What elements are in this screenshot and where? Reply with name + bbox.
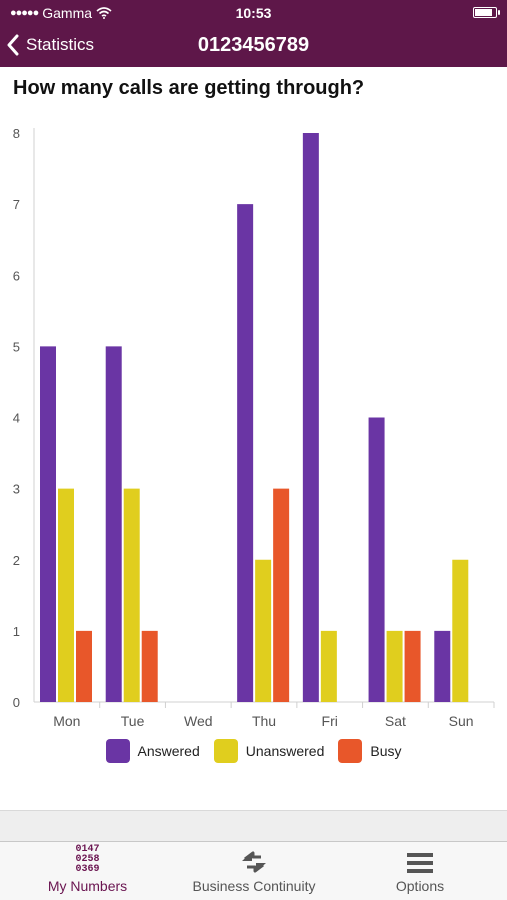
x-tick-label: Mon: [53, 713, 80, 729]
bar-busy-sat: [404, 630, 421, 702]
bar-answered-fri: [302, 133, 319, 702]
legend-swatch: [105, 739, 130, 763]
y-tick-label: 3: [13, 482, 20, 497]
bar-busy-thu: [273, 488, 290, 702]
bar-answered-thu: [237, 204, 254, 702]
tab-my-numbers[interactable]: 0147 0258 0369 My Numbers: [0, 842, 175, 900]
legend-item-unanswered[interactable]: Unanswered: [213, 739, 325, 763]
carrier-name: Gamma: [42, 5, 93, 21]
bar-answered-mon: [40, 346, 56, 702]
carrier-info: ●●●●● Gamma: [10, 5, 112, 21]
y-tick-label: 8: [13, 126, 20, 141]
numbers-grid-icon: 0147 0258 0369: [75, 845, 99, 875]
y-tick-label: 4: [13, 411, 20, 426]
tab-options[interactable]: Options: [333, 842, 507, 900]
legend-label: Unanswered: [245, 743, 325, 759]
legend-item-answered[interactable]: Answered: [105, 739, 200, 763]
x-tick-label: Sun: [449, 713, 474, 729]
bar-unanswered-thu: [255, 559, 272, 702]
tab-label: My Numbers: [47, 878, 128, 894]
tab-bar: 0147 0258 0369 My Numbers Business Conti…: [0, 841, 507, 900]
footer-band: [0, 810, 507, 842]
bar-unanswered-sat: [386, 630, 403, 702]
wifi-icon: [96, 7, 112, 19]
bar-busy-mon: [76, 630, 92, 702]
numbers-icon-row: 0258: [75, 854, 100, 865]
legend-label: Busy: [370, 743, 402, 759]
y-tick-label: 0: [13, 695, 20, 710]
status-time: 10:53: [235, 5, 272, 21]
numbers-icon-row: 0147: [75, 844, 100, 855]
bar-busy-tue: [141, 630, 158, 702]
hamburger-menu-icon: [407, 853, 433, 873]
bar-unanswered-sun: [452, 559, 469, 702]
bar-unanswered-fri: [320, 630, 337, 702]
chart-legend: Answered Unanswered Busy: [0, 739, 507, 763]
page-title: How many calls are getting through?: [13, 77, 365, 99]
battery-fill: [475, 9, 493, 16]
calls-bar-chart: 0 1 2 3 4 5 6 7 8 Mon Tue Wed Thu Fri Sat Sun: [13, 126, 495, 729]
bar-unanswered-tue: [123, 488, 140, 702]
tab-label: Options: [395, 878, 445, 894]
legend-item-busy[interactable]: Busy: [338, 739, 402, 763]
y-tick-label: 7: [13, 197, 20, 212]
legend-swatch: [338, 739, 363, 763]
y-tick-label: 6: [13, 268, 20, 283]
signal-strength-icon: ●●●●●: [10, 7, 39, 19]
bar-answered-tue: [105, 346, 122, 702]
tab-label: Business Continuity: [192, 878, 316, 894]
x-tick-label: Tue: [121, 713, 145, 729]
bar-answered-sat: [368, 417, 385, 702]
back-button-label: Statistics: [26, 35, 95, 54]
x-tick-label: Fri: [322, 713, 338, 729]
legend-swatch: [213, 739, 238, 763]
status-bar: ●●●●● Gamma 10:53: [0, 0, 507, 26]
continuity-arrows-icon: [242, 851, 266, 873]
x-tick-label: Wed: [184, 713, 213, 729]
battery-icon: [473, 7, 500, 18]
x-tick-label: Thu: [252, 713, 276, 729]
back-button[interactable]: Statistics: [6, 34, 94, 56]
y-tick-label: 5: [13, 339, 20, 354]
bar-answered-sun: [434, 630, 451, 702]
legend-label: Answered: [137, 743, 200, 759]
chevron-left-icon: [7, 34, 19, 56]
bar-unanswered-mon: [58, 488, 74, 702]
tab-business-continuity[interactable]: Business Continuity: [175, 842, 333, 900]
y-tick-label: 1: [13, 624, 20, 639]
numbers-icon-row: 0369: [75, 864, 100, 875]
x-tick-label: Sat: [385, 713, 406, 729]
navigation-bar: Statistics 0123456789: [0, 26, 507, 67]
y-tick-label: 2: [13, 553, 20, 568]
